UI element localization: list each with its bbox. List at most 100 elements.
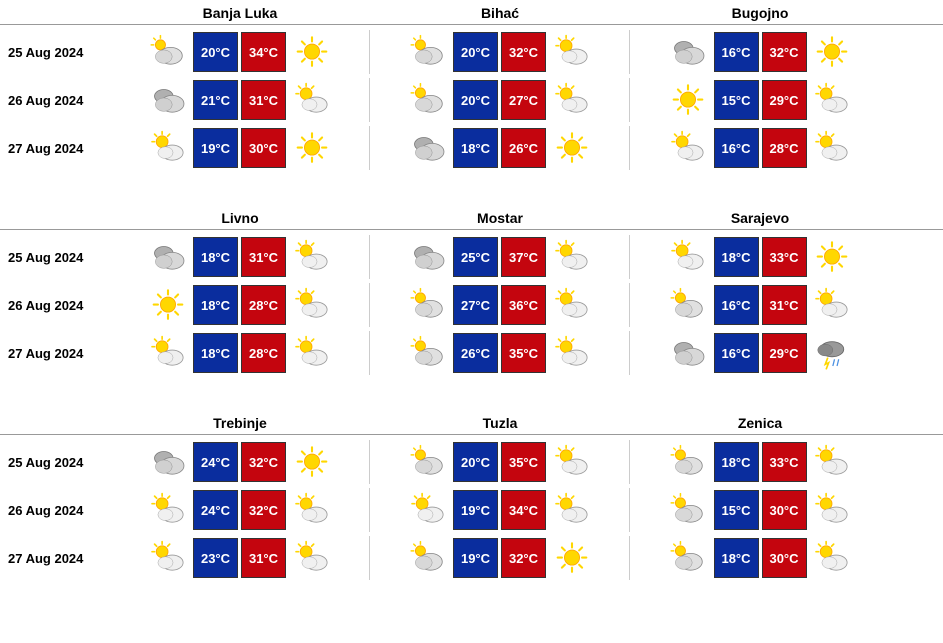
forecast-row: 26 Aug 2024 21°C31°C 20°C27°C (0, 78, 943, 122)
date-label: 27 Aug 2024 (0, 551, 110, 566)
temp-low: 18°C (714, 442, 759, 482)
mostly-cloudy-icon (405, 128, 450, 168)
partly-sunny-icon (289, 538, 334, 578)
temp-high: 29°C (762, 333, 807, 373)
forecast-row: 27 Aug 2024 19°C30°C (0, 126, 943, 170)
city-forecast-cell: 20°C34°C (110, 30, 370, 74)
temp-high: 32°C (501, 538, 546, 578)
forecast-row: 25 Aug 2024 18°C31°C 25°C37°C (0, 235, 943, 279)
date-label: 25 Aug 2024 (0, 45, 110, 60)
partly-sunny-icon (810, 490, 855, 530)
city-forecast-cell: 19°C34°C (370, 488, 630, 532)
sunny-icon (666, 80, 711, 120)
date-label: 27 Aug 2024 (0, 346, 110, 361)
city-forecast-cell: 18°C28°C (110, 331, 370, 375)
temp-low: 27°C (453, 285, 498, 325)
partly-sunny-icon (145, 333, 190, 373)
partly-sunny-icon (810, 285, 855, 325)
temp-low: 23°C (193, 538, 238, 578)
city-forecast-cell: 21°C31°C (110, 78, 370, 122)
date-label: 26 Aug 2024 (0, 93, 110, 108)
temp-high: 32°C (241, 490, 286, 530)
temp-low: 19°C (453, 490, 498, 530)
city-forecast-cell: 16°C28°C (630, 126, 890, 170)
temp-low: 18°C (193, 333, 238, 373)
temp-low: 20°C (453, 442, 498, 482)
temp-low: 18°C (714, 237, 759, 277)
city-forecast-cell: 20°C32°C (370, 30, 630, 74)
city-name-header: Mostar (370, 210, 630, 226)
city-forecast-cell: 19°C30°C (110, 126, 370, 170)
partly-cloudy-icon (666, 285, 711, 325)
temp-high: 33°C (762, 237, 807, 277)
partly-sunny-icon (549, 333, 594, 373)
city-forecast-cell: 16°C31°C (630, 283, 890, 327)
partly-cloudy-icon (666, 538, 711, 578)
temp-high: 35°C (501, 442, 546, 482)
forecast-row: 25 Aug 2024 20°C34°C (0, 30, 943, 74)
temp-low: 16°C (714, 285, 759, 325)
sunny-icon (289, 128, 334, 168)
city-forecast-cell: 18°C26°C (370, 126, 630, 170)
forecast-row: 27 Aug 2024 18°C28°C (0, 331, 943, 375)
city-forecast-cell: 26°C35°C (370, 331, 630, 375)
partly-cloudy-icon (405, 32, 450, 72)
city-forecast-cell: 18°C33°C (630, 235, 890, 279)
temp-low: 20°C (453, 80, 498, 120)
partly-cloudy-icon (145, 32, 190, 72)
partly-sunny-icon (289, 490, 334, 530)
temp-low: 18°C (453, 128, 498, 168)
partly-sunny-icon (549, 80, 594, 120)
city-name-header: Livno (110, 210, 370, 226)
city-forecast-cell: 27°C36°C (370, 283, 630, 327)
city-name-header: Trebinje (110, 415, 370, 431)
city-name-header: Banja Luka (110, 5, 370, 21)
partly-sunny-icon (289, 285, 334, 325)
partly-sunny-icon (549, 237, 594, 277)
temp-high: 31°C (241, 538, 286, 578)
temp-low: 18°C (193, 285, 238, 325)
sunny-icon (549, 128, 594, 168)
partly-cloudy-icon (405, 285, 450, 325)
partly-sunny-icon (289, 333, 334, 373)
partly-sunny-icon (666, 128, 711, 168)
date-label: 26 Aug 2024 (0, 298, 110, 313)
forecast-row: 27 Aug 2024 23°C31°C (0, 536, 943, 580)
partly-sunny-icon (145, 128, 190, 168)
city-forecast-cell: 24°C32°C (110, 488, 370, 532)
temp-high: 37°C (501, 237, 546, 277)
city-header-row: TrebinjeTuzlaZenica (0, 415, 943, 435)
city-forecast-cell: 15°C30°C (630, 488, 890, 532)
temp-low: 15°C (714, 80, 759, 120)
city-forecast-cell: 18°C31°C (110, 235, 370, 279)
weather-forecast-table: Banja LukaBihaćBugojno25 Aug 2024 20°C34… (0, 5, 943, 580)
temp-low: 18°C (193, 237, 238, 277)
temp-high: 31°C (762, 285, 807, 325)
partly-sunny-icon (549, 442, 594, 482)
partly-sunny-icon (549, 490, 594, 530)
temp-high: 26°C (501, 128, 546, 168)
temp-high: 27°C (501, 80, 546, 120)
partly-cloudy-icon (666, 442, 711, 482)
sunny-icon (289, 32, 334, 72)
temp-low: 20°C (453, 32, 498, 72)
partly-sunny-icon (289, 80, 334, 120)
temp-high: 31°C (241, 80, 286, 120)
date-label: 25 Aug 2024 (0, 250, 110, 265)
partly-cloudy-icon (405, 538, 450, 578)
mostly-cloudy-icon (666, 333, 711, 373)
temp-high: 34°C (501, 490, 546, 530)
city-header-row: LivnoMostarSarajevo (0, 210, 943, 230)
date-label: 26 Aug 2024 (0, 503, 110, 518)
temp-high: 28°C (762, 128, 807, 168)
temp-high: 29°C (762, 80, 807, 120)
temp-low: 18°C (714, 538, 759, 578)
partly-sunny-icon (145, 490, 190, 530)
partly-sunny-icon (145, 538, 190, 578)
partly-sunny-icon (810, 80, 855, 120)
temp-low: 21°C (193, 80, 238, 120)
temp-high: 30°C (762, 538, 807, 578)
temp-low: 19°C (193, 128, 238, 168)
temp-low: 24°C (193, 490, 238, 530)
forecast-section: Banja LukaBihaćBugojno25 Aug 2024 20°C34… (0, 5, 943, 170)
